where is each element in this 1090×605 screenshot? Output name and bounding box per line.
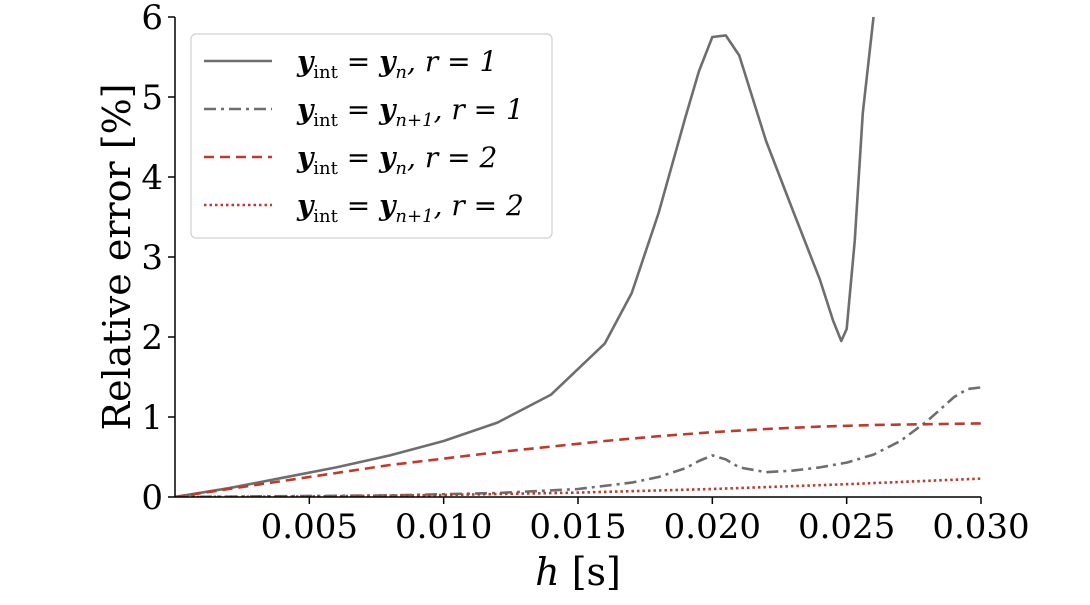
y-tick-label: 0 <box>141 478 163 518</box>
y-tick-label: 6 <box>141 0 163 38</box>
x-tick-label: 0.025 <box>798 507 895 547</box>
legend-label-1: yint = yn, r = 1 <box>296 45 497 83</box>
y-tick-label: 4 <box>141 158 163 198</box>
y-axis-label: Relative error [%] <box>95 83 139 430</box>
legend-label-3: yint = yn, r = 2 <box>296 141 497 179</box>
series-line-1 <box>175 16 875 497</box>
y-tick-label: 5 <box>141 78 163 118</box>
series-line-2 <box>175 386 982 497</box>
x-tick-label: 0.030 <box>932 507 1029 547</box>
y-ticks: 0 1 2 3 4 5 6 <box>141 0 175 518</box>
y-tick-label: 3 <box>141 238 163 278</box>
x-tick-label: 0.020 <box>664 507 761 547</box>
x-tick-label: 0.005 <box>261 507 358 547</box>
x-axis-label-var: h <box>535 550 559 594</box>
x-tick-label: 0.015 <box>529 507 626 547</box>
x-tick-label: 0.010 <box>395 507 492 547</box>
x-ticks: 0.005 0.010 0.015 0.020 0.025 0.030 <box>261 497 1030 547</box>
legend: yint = yn, r = 1 yint = yn+1, r = 1 yint =… <box>190 33 553 239</box>
legend-box <box>190 33 553 239</box>
series-line-3 <box>175 422 982 497</box>
legend-label-2: yint = yn+1, r = 1 <box>296 93 524 131</box>
x-axis-label-unit: [s] <box>560 550 621 594</box>
y-tick-label: 1 <box>141 398 163 438</box>
legend-label-4: yint = yn+1, r = 2 <box>296 189 524 227</box>
y-tick-label: 2 <box>141 318 163 358</box>
x-axis-label: h [s] <box>535 550 621 594</box>
